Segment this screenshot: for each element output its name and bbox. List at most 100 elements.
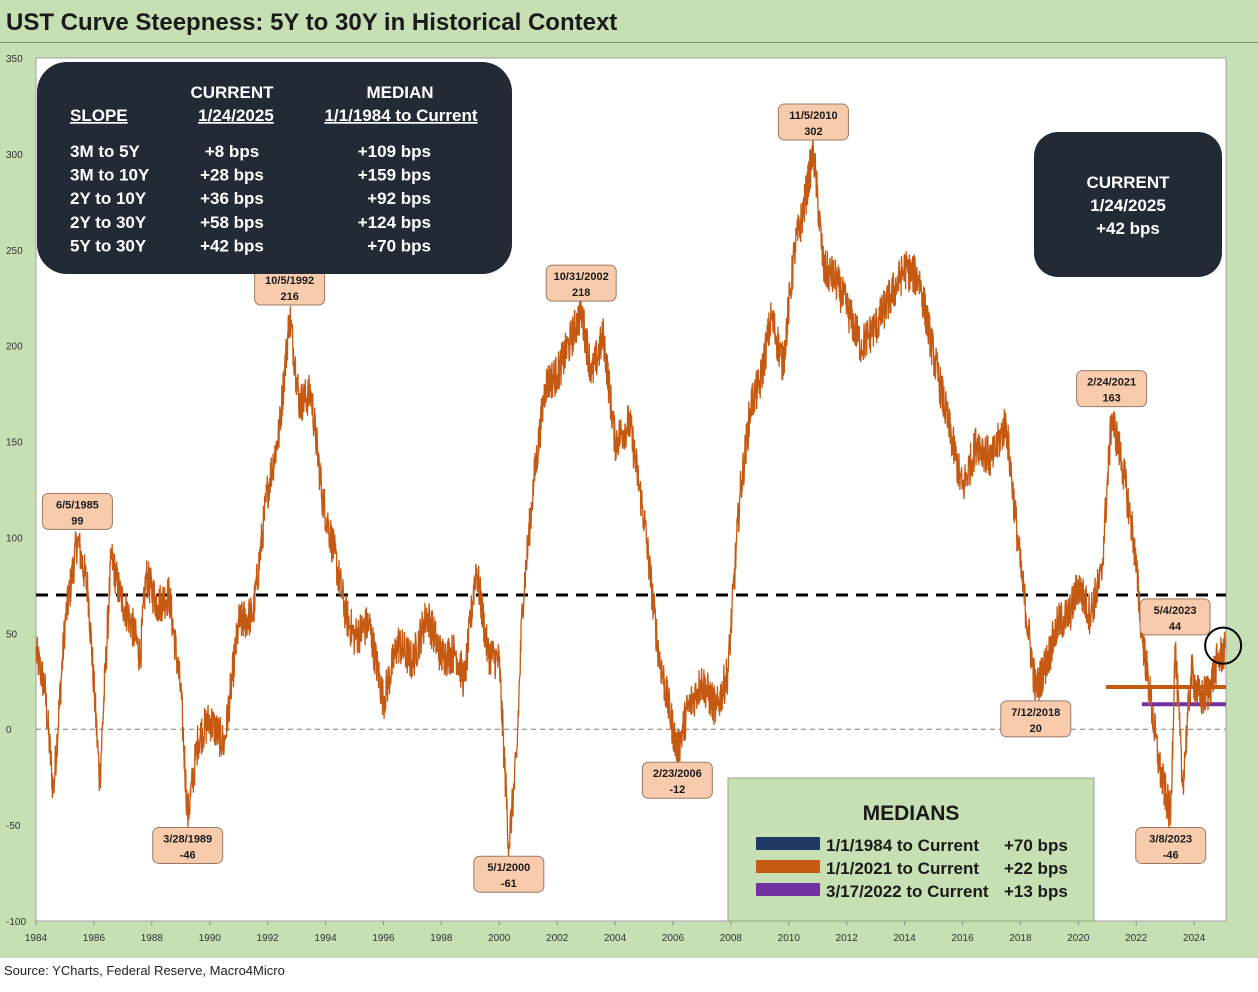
series-group — [35, 134, 1226, 858]
annotation-callout: 6/5/1985 99 — [41, 492, 113, 530]
slope-row-name: 3M to 5Y — [70, 142, 141, 161]
medians-legend: MEDIANS 1/1/1984 to Current +70 bps 1/1/20… — [727, 777, 1095, 922]
x-tick-label: 2016 — [951, 933, 974, 944]
medians-value: +70 bps — [1004, 836, 1068, 855]
x-tick-label: 1998 — [430, 933, 453, 944]
annotation-value: -12 — [669, 784, 685, 796]
current-box-bg — [1034, 132, 1222, 277]
x-tick-label: 1990 — [199, 933, 222, 944]
annotation-value: 302 — [804, 126, 822, 138]
slope-table-bg — [37, 62, 512, 274]
source-note: Source: YCharts, Federal Reserve, Macro4… — [4, 963, 285, 978]
chart-title: UST Curve Steepness: 5Y to 30Y in Histor… — [6, 9, 618, 36]
medians-value: +22 bps — [1004, 859, 1068, 878]
y-tick-label: -100 — [6, 917, 26, 928]
x-tick-label: 1986 — [83, 933, 106, 944]
annotation-value: -46 — [180, 849, 196, 861]
medians-label: 1/1/1984 to Current — [826, 836, 979, 855]
title-divider — [0, 42, 1258, 43]
medians-swatch — [756, 883, 820, 896]
x-tick-label: 2000 — [488, 933, 511, 944]
slope-row-median: +92 bps — [367, 189, 431, 208]
annotation-value: 218 — [572, 287, 590, 299]
slope-head-median-1: MEDIAN — [366, 83, 433, 102]
slope-row-current: +58 bps — [200, 213, 264, 232]
annotation-value: -61 — [501, 878, 517, 890]
slope-head-slope: SLOPE — [70, 106, 128, 125]
annotation-callout: 10/5/1992 216 — [254, 268, 326, 306]
annotation-date: 10/31/2002 — [554, 271, 609, 283]
annotation-value: 44 — [1169, 621, 1182, 633]
x-tick-label: 2004 — [604, 933, 627, 944]
slope-row-median: +159 bps — [358, 166, 431, 185]
medians-label: 3/17/2022 to Current — [826, 882, 989, 901]
annotation-date: 5/4/2023 — [1154, 605, 1197, 617]
medians-label: 1/1/2021 to Current — [826, 859, 979, 878]
annotation-value: 20 — [1030, 723, 1042, 735]
x-tick-label: 1988 — [141, 933, 164, 944]
slope-row-current: +36 bps — [200, 189, 264, 208]
slope-row-name: 3M to 10Y — [70, 166, 150, 185]
slope-row-median: +124 bps — [358, 213, 431, 232]
slope-row-name: 2Y to 10Y — [70, 189, 147, 208]
current-box-line2: 1/24/2025 — [1090, 196, 1166, 215]
x-tick-label: 2002 — [546, 933, 569, 944]
annotation-date: 2/24/2021 — [1087, 377, 1136, 389]
slope-row-name: 2Y to 30Y — [70, 213, 147, 232]
annotation-callout: 10/31/2002 218 — [545, 264, 617, 302]
x-tick-label: 2008 — [720, 933, 743, 944]
annotation-date: 6/5/1985 — [56, 499, 99, 511]
x-tick-label: 2018 — [1009, 933, 1032, 944]
x-tick-label: 2024 — [1183, 933, 1206, 944]
y-tick-label: 50 — [6, 629, 18, 640]
slope-row-current: +42 bps — [200, 236, 264, 255]
annotations: 6/5/1985 99 3/28/1989 -46 10/5/1992 216 5/1/20… — [41, 103, 1243, 893]
x-tick-label: 2014 — [893, 933, 916, 944]
annotation-callout: 3/8/2023 -46 — [1135, 826, 1207, 864]
slope-head-current-1: CURRENT — [190, 83, 274, 102]
annotation-value: 163 — [1102, 393, 1120, 405]
annotation-callout: 2/24/2021 163 — [1076, 370, 1148, 408]
annotation-value: -46 — [1163, 849, 1179, 861]
current-box: CURRENT 1/24/2025 +42 bps — [1034, 132, 1222, 277]
slope-table: CURRENT 1/24/2025 MEDIAN 1/1/1984 to Cur… — [37, 62, 512, 274]
annotation-value: 216 — [280, 291, 298, 303]
slope-head-median-2: 1/1/1984 to Current — [324, 106, 477, 125]
x-tick-label: 1984 — [25, 933, 48, 944]
current-box-line3: +42 bps — [1096, 219, 1160, 238]
x-tick-label: 2012 — [836, 933, 859, 944]
annotation-date: 5/1/2000 — [487, 862, 530, 874]
annotation-callout: 7/12/2018 20 — [1000, 700, 1072, 738]
annotation-date: 7/12/2018 — [1011, 707, 1060, 719]
annotation-date: 11/5/2010 — [789, 110, 837, 122]
annotation-value: 99 — [71, 515, 83, 527]
slope-row-current: +28 bps — [200, 166, 264, 185]
medians-value: +13 bps — [1004, 882, 1068, 901]
slope-row-median: +109 bps — [358, 142, 431, 161]
slope-row-name: 5Y to 30Y — [70, 236, 147, 255]
annotation-callout: 5/4/2023 44 — [1139, 598, 1211, 636]
y-tick-label: 350 — [6, 54, 23, 65]
y-tick-label: 250 — [6, 246, 23, 257]
x-tick-label: 1996 — [372, 933, 395, 944]
x-tick-label: 2022 — [1125, 933, 1148, 944]
y-tick-label: 0 — [6, 725, 12, 736]
annotation-date: 3/8/2023 — [1149, 833, 1192, 845]
medians-swatch — [756, 860, 820, 873]
current-box-line1: CURRENT — [1086, 173, 1170, 192]
annotation-date: 10/5/1992 — [265, 275, 314, 287]
annotation-date: 2/23/2006 — [653, 768, 702, 780]
medians-title: MEDIANS — [863, 802, 960, 825]
annotation-callout: 5/1/2000 -61 — [473, 855, 545, 893]
annotation-callout: 2/23/2006 -12 — [641, 761, 713, 799]
x-tick-label: 1992 — [257, 933, 280, 944]
slope-row-median: +70 bps — [367, 236, 431, 255]
slope-row-current: +8 bps — [205, 142, 259, 161]
annotation-date: 3/28/1989 — [163, 833, 212, 845]
y-tick-label: 200 — [6, 342, 23, 353]
x-tick-label: 2020 — [1067, 933, 1090, 944]
current-marker-circle — [1204, 626, 1243, 665]
x-tick-label: 2006 — [662, 933, 685, 944]
y-tick-label: 150 — [6, 438, 23, 449]
